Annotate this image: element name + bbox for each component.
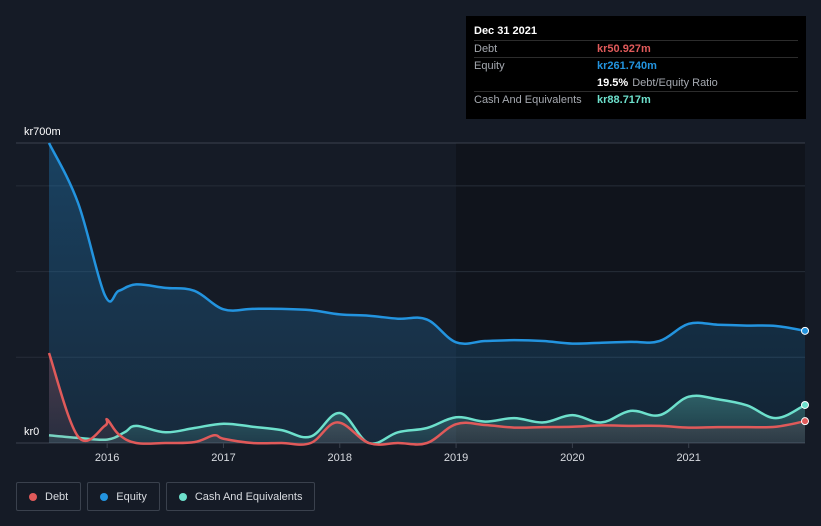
tooltip-ratio-value: 19.5% (597, 76, 629, 89)
y-label-bottom: kr0 (24, 426, 39, 438)
tooltip-debt-value: kr50.927m (597, 43, 651, 55)
x-label-2019: 2019 (444, 452, 468, 464)
x-label-2020: 2020 (560, 452, 584, 464)
tooltip-cash-label: Cash And Equivalents (474, 94, 582, 106)
debt-line (47, 352, 806, 446)
legend-item-equity[interactable]: Equity (87, 482, 160, 511)
tooltip-row-debt: Debt kr50.927m (474, 40, 798, 57)
x-label-2018: 2018 (328, 452, 352, 464)
chart-legend: Debt Equity Cash And Equivalents (16, 482, 316, 511)
y-label-top: kr700m (24, 126, 61, 138)
cash-line (48, 394, 806, 445)
legend-label-equity: Equity (116, 490, 147, 503)
tooltip-cash-value: kr88.717m (597, 94, 651, 106)
legend-label-debt: Debt (45, 490, 69, 503)
x-label-2016: 2016 (95, 452, 119, 464)
legend-item-cash[interactable]: Cash And Equivalents (165, 482, 316, 511)
tooltip-row-cash: Cash And Equivalents kr88.717m (474, 91, 798, 108)
x-label-2021: 2021 (676, 452, 700, 464)
debt-area (49, 353, 805, 445)
cash-dot-icon (178, 492, 187, 501)
debt-end-point (801, 417, 809, 426)
tooltip-ratio-label: Debt/Equity Ratio (632, 76, 718, 89)
chart-tooltip: Dec 31 2021 Debt kr50.927m Equity kr261.… (466, 16, 806, 119)
tooltip-equity-value: kr261.740m (597, 60, 657, 72)
tooltip-date: Dec 31 2021 (474, 25, 537, 37)
debt-dot-icon (29, 492, 37, 501)
equity-end-point (801, 326, 809, 335)
equity-line (47, 142, 806, 346)
tooltip-row-ratio: 19.5% Debt/Equity Ratio (474, 74, 798, 91)
legend-label-cash: Cash And Equivalents (194, 490, 303, 503)
tooltip-equity-label: Equity (474, 60, 505, 72)
equity-area (49, 143, 805, 443)
tooltip-row-equity: Equity kr261.740m (474, 57, 798, 74)
cash-end-point (801, 400, 809, 409)
tooltip-debt-label: Debt (474, 43, 498, 55)
x-label-2017: 2017 (211, 452, 235, 464)
equity-dot-icon (100, 492, 109, 501)
legend-item-debt[interactable]: Debt (16, 482, 82, 511)
